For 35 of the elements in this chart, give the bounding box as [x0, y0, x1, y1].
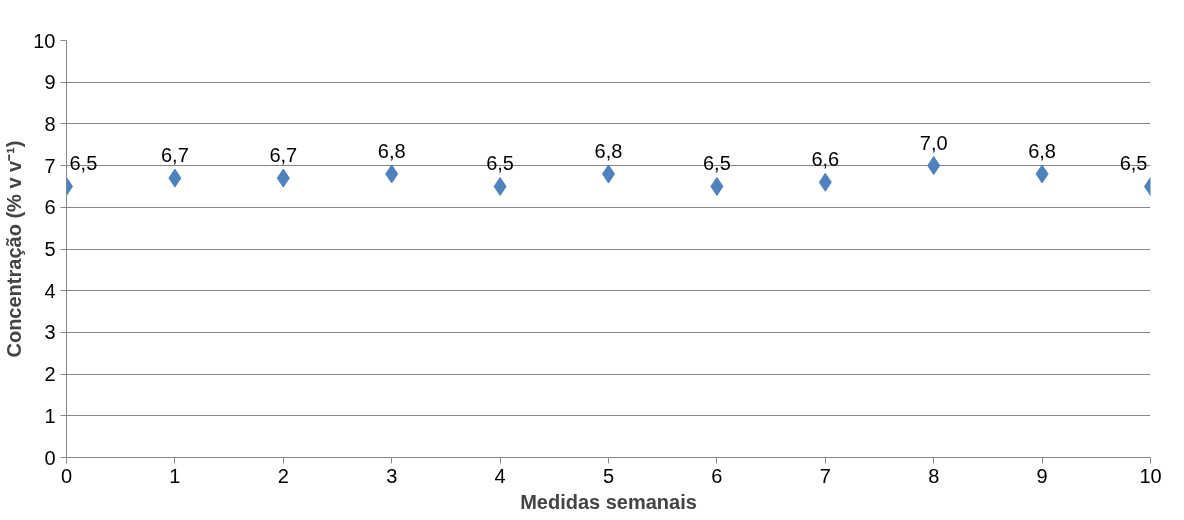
- x-tick-label: 7: [819, 464, 831, 487]
- x-tick-label: 10: [1139, 464, 1162, 487]
- x-tick-label: 5: [602, 464, 615, 487]
- data-label: 6,8: [377, 139, 406, 162]
- y-tick-label: 8: [44, 112, 56, 135]
- data-label: 6,8: [594, 139, 623, 162]
- x-tick-label: 6: [711, 464, 723, 487]
- x-tick-label: 0: [60, 464, 73, 487]
- data-label: 6,8: [1028, 139, 1057, 162]
- data-label: 7,0: [919, 131, 948, 154]
- x-tick-label: 2: [277, 464, 289, 487]
- y-tick-label: 6: [44, 196, 56, 219]
- data-label: 6,7: [269, 144, 298, 167]
- y-axis-title: Concentração (% v v⁻¹): [3, 140, 26, 358]
- y-tick-label: 5: [44, 238, 56, 260]
- y-tick-label: 3: [44, 321, 56, 344]
- data-label: 6,5: [703, 152, 731, 175]
- x-tick-label: 8: [928, 464, 940, 487]
- x-tick-label: 4: [494, 464, 506, 487]
- x-tick-label: 3: [386, 464, 398, 487]
- x-axis-title: Medidas semanais: [520, 490, 697, 513]
- data-label: 6,6: [811, 148, 840, 171]
- y-tick-label: 4: [44, 279, 56, 302]
- x-tick-label: 9: [1036, 464, 1048, 487]
- y-tick-label: 10: [33, 29, 56, 52]
- y-tick-label: 1: [44, 404, 56, 427]
- data-label: 6,7: [161, 144, 189, 167]
- y-tick-label: 7: [44, 154, 56, 177]
- y-tick-label: 2: [44, 363, 56, 386]
- y-tick-label: 9: [44, 71, 56, 94]
- y-tick-label: 0: [44, 446, 56, 469]
- data-label: 6,5: [486, 152, 515, 175]
- data-label: 6,5: [69, 152, 98, 175]
- data-label: 6,5: [1119, 152, 1148, 175]
- x-tick-label: 1: [169, 464, 181, 487]
